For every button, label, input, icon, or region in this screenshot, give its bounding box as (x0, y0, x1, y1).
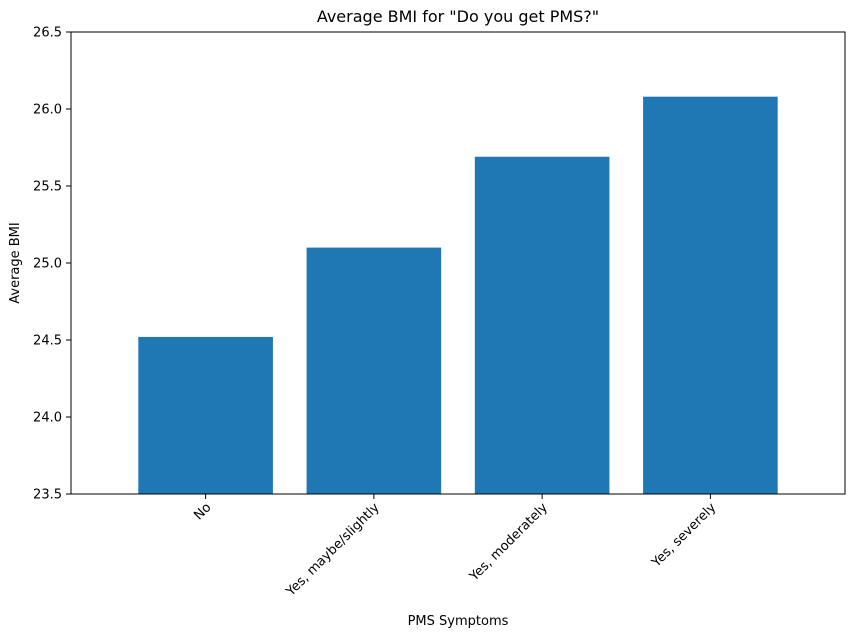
x-tick-label: No (191, 500, 214, 523)
y-tick-label: 24.5 (33, 334, 62, 349)
bar-3 (643, 96, 778, 495)
chart-title: Average BMI for "Do you get PMS?" (317, 7, 599, 26)
x-tick-label: Yes, maybe/slightly (283, 500, 383, 600)
plot-area: 23.5 24.0 24.5 25.0 25.5 26.0 26.5 No Yes, mayb… (33, 26, 846, 600)
x-tick-label: Yes, moderately (466, 500, 551, 585)
bar-1 (306, 247, 442, 494)
y-tick-label: 25.5 (33, 180, 62, 195)
x-tick-label: Yes, severely (648, 500, 719, 571)
bar-2 (474, 156, 610, 495)
bar-0 (138, 336, 273, 494)
y-tick-label: 26.5 (33, 26, 62, 41)
bars-group (138, 96, 778, 495)
y-tick-label: 23.5 (33, 488, 62, 503)
y-axis-label: Average BMI (8, 222, 23, 304)
y-tick-label: 26.0 (33, 103, 62, 118)
x-axis-label: PMS Symptoms (408, 614, 509, 629)
y-tick-label: 24.0 (33, 411, 62, 426)
x-axis-ticks: No Yes, maybe/slightly Yes, moderately Yes,… (191, 494, 719, 600)
y-tick-label: 25.0 (33, 257, 62, 272)
y-axis-ticks: 23.5 24.0 24.5 25.0 25.5 26.0 26.5 (33, 26, 71, 503)
